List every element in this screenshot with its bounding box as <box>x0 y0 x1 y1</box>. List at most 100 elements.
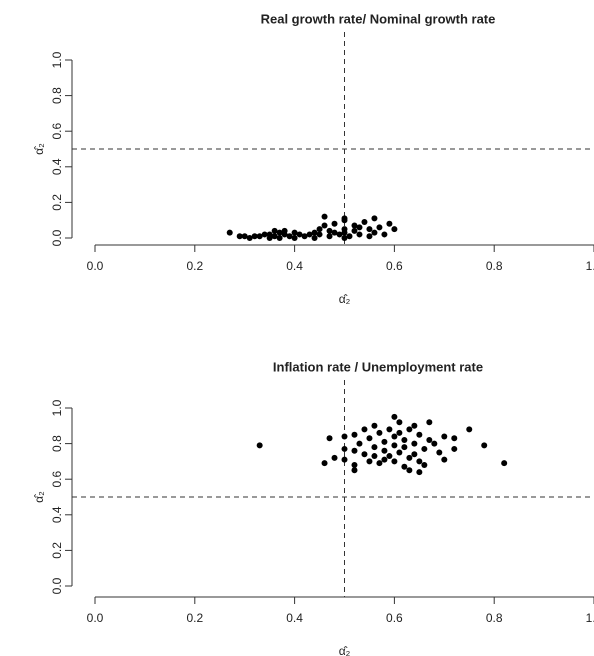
point <box>256 442 263 449</box>
point <box>436 449 443 456</box>
point <box>321 222 328 229</box>
y-tick-label: 0.8 <box>50 87 64 104</box>
point <box>341 235 348 241</box>
point <box>271 233 278 240</box>
point <box>411 440 418 447</box>
point <box>451 435 458 442</box>
point <box>306 231 313 238</box>
point <box>361 451 368 458</box>
point <box>331 229 338 236</box>
x-axis-label: α̂₂ <box>339 292 351 306</box>
point <box>336 231 343 238</box>
point <box>386 453 393 460</box>
point <box>401 437 408 444</box>
y-tick-label: 0.4 <box>50 506 64 523</box>
point <box>351 467 358 474</box>
y-axis-label: α̂₂ <box>32 143 46 155</box>
point <box>291 235 298 241</box>
point <box>376 429 383 436</box>
point <box>321 460 328 467</box>
point <box>391 458 398 465</box>
y-tick-label: 0.8 <box>50 435 64 452</box>
point <box>426 419 433 426</box>
point <box>381 231 388 238</box>
point <box>291 229 298 236</box>
point <box>396 419 403 426</box>
point <box>451 445 458 452</box>
point <box>401 463 408 470</box>
point <box>311 235 318 241</box>
chart-title: Inflation rate / Unemployment rate <box>273 359 483 374</box>
point <box>501 460 508 467</box>
point <box>286 233 293 240</box>
point <box>261 231 268 238</box>
point <box>331 220 338 227</box>
x-tick-label: 0.6 <box>386 611 403 625</box>
point <box>376 224 383 231</box>
point <box>371 422 378 429</box>
x-tick-label: 0.0 <box>87 611 104 625</box>
point <box>276 235 283 241</box>
point <box>311 229 318 236</box>
point <box>381 438 388 445</box>
point <box>391 433 398 440</box>
point <box>371 453 378 460</box>
point <box>406 454 413 461</box>
y-tick-label: 0.6 <box>50 471 64 488</box>
x-tick-label: 0.4 <box>286 259 303 273</box>
y-axis-label: α̂₂ <box>32 491 46 503</box>
point <box>356 224 363 231</box>
point <box>366 458 373 465</box>
point <box>341 215 348 222</box>
point <box>411 422 418 429</box>
point <box>396 429 403 436</box>
y-tick-label: 0.2 <box>50 194 64 211</box>
x-tick-label: 1.0 <box>586 611 594 625</box>
y-tick-label: 0.6 <box>50 123 64 140</box>
x-tick-label: 0.4 <box>286 611 303 625</box>
point <box>426 437 433 444</box>
point <box>431 440 438 447</box>
point <box>341 445 348 452</box>
y-tick-label: 0.2 <box>50 542 64 559</box>
point <box>321 213 328 220</box>
point <box>281 227 288 234</box>
point <box>356 231 363 238</box>
point <box>376 460 383 467</box>
x-tick-label: 0.8 <box>486 611 503 625</box>
point <box>356 440 363 447</box>
x-tick-label: 0.6 <box>386 259 403 273</box>
point <box>421 461 428 468</box>
point <box>391 226 398 233</box>
point <box>256 233 263 240</box>
point <box>246 235 253 241</box>
point <box>396 449 403 456</box>
point <box>326 227 333 234</box>
point <box>371 444 378 451</box>
point <box>296 231 303 238</box>
point <box>276 229 283 236</box>
point <box>391 442 398 449</box>
point <box>366 233 373 240</box>
point <box>341 456 348 463</box>
x-tick-label: 0.2 <box>186 259 203 273</box>
y-tick-label: 1.0 <box>50 399 64 416</box>
point <box>226 229 233 236</box>
point <box>371 215 378 222</box>
point <box>416 469 423 476</box>
point <box>351 222 358 229</box>
point <box>416 431 423 438</box>
point <box>441 456 448 463</box>
point <box>341 229 348 236</box>
x-tick-label: 0.8 <box>486 259 503 273</box>
point <box>366 435 373 442</box>
point <box>341 433 348 440</box>
point <box>481 442 488 449</box>
point <box>346 233 353 240</box>
y-tick-label: 0.0 <box>50 229 64 246</box>
point <box>391 413 398 420</box>
y-tick-label: 0.4 <box>50 158 64 175</box>
point <box>406 426 413 433</box>
point <box>271 227 278 234</box>
